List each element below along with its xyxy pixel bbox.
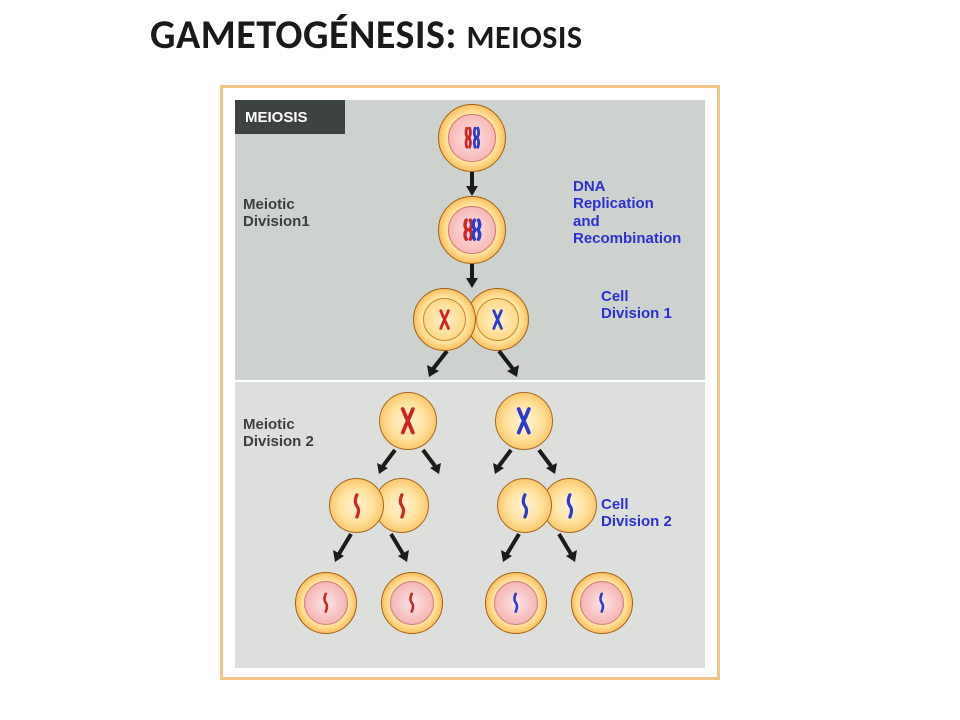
arrow-icon	[491, 351, 521, 383]
cell-after-replication	[438, 196, 506, 264]
cell-e2-twin	[497, 478, 597, 533]
cell-division1-left	[413, 288, 476, 351]
arrow-icon	[468, 172, 476, 198]
header-label: MEIOSIS	[245, 109, 308, 126]
chromosome-single-blue-icon	[503, 590, 528, 615]
cell-after-replication-nucleus	[448, 206, 496, 254]
title-sub: MEIOSIS	[467, 18, 583, 57]
panel-meiotic-division-2: MeioticDivision 2 CellDivision 2	[235, 382, 705, 668]
label-meiotic-division-2: MeioticDivision 2	[243, 416, 314, 451]
label-cell-division-1: CellDivision 1	[601, 288, 672, 323]
gamete-3	[485, 572, 547, 634]
chromosome-single-red-icon	[341, 490, 373, 522]
cell-division1-right-inner	[476, 298, 520, 342]
gamete-2-nucleus	[390, 581, 434, 625]
cell-parent-nucleus	[448, 114, 496, 162]
gamete-1-nucleus	[304, 581, 348, 625]
cell-e1-left	[329, 478, 384, 533]
title-main: GAMETOGÉNESIS:	[150, 10, 457, 59]
arrow-icon	[417, 450, 443, 480]
gamete-1	[295, 572, 357, 634]
chromosome-x-red-icon	[432, 307, 457, 332]
cell-division1-twin	[413, 288, 529, 351]
arrow-icon	[533, 450, 559, 480]
header-meiosis: MEIOSIS	[235, 100, 345, 134]
gamete-4-nucleus	[580, 581, 624, 625]
arrow-icon	[425, 351, 455, 383]
chromosome-x-blue-icon	[485, 307, 510, 332]
arrow-icon	[499, 534, 525, 568]
gamete-4	[571, 572, 633, 634]
chromosome-pair-icon	[458, 124, 485, 151]
chromosome-x-blue-icon	[507, 404, 541, 438]
chromosome-single-red-icon	[313, 590, 338, 615]
cell-d2	[495, 392, 553, 450]
chromosome-single-red-icon	[386, 490, 418, 522]
gamete-2	[381, 572, 443, 634]
chromosome-single-red-icon	[399, 590, 424, 615]
arrow-icon	[375, 450, 401, 480]
chromosome-x-red-icon	[391, 404, 425, 438]
arrow-icon	[553, 534, 579, 568]
chromosome-pair-fat-icon	[458, 216, 485, 243]
cell-parent	[438, 104, 506, 172]
label-meiotic-division-1: MeioticDivision1	[243, 196, 310, 231]
page-title: GAMETOGÉNESIS: MEIOSIS	[0, 10, 960, 59]
label-dna-replication: DNAReplicationand Recombination	[573, 178, 705, 247]
cell-d1	[379, 392, 437, 450]
arrow-icon	[385, 534, 411, 568]
panel-meiotic-division-1: MEIOSIS MeioticDivision1 DNAReplicationa…	[235, 100, 705, 380]
cell-e1-twin	[329, 478, 429, 533]
chromosome-single-blue-icon	[554, 490, 586, 522]
diagram-frame: MEIOSIS MeioticDivision1 DNAReplicationa…	[220, 85, 720, 680]
chromosome-single-blue-icon	[509, 490, 541, 522]
cell-e2-left	[497, 478, 552, 533]
arrow-icon	[491, 450, 517, 480]
chromosome-single-blue-icon	[589, 590, 614, 615]
label-cell-division-2: CellDivision 2	[601, 496, 672, 531]
cell-division1-left-inner	[423, 298, 467, 342]
arrow-icon	[468, 264, 476, 290]
gamete-3-nucleus	[494, 581, 538, 625]
arrow-icon	[331, 534, 357, 568]
